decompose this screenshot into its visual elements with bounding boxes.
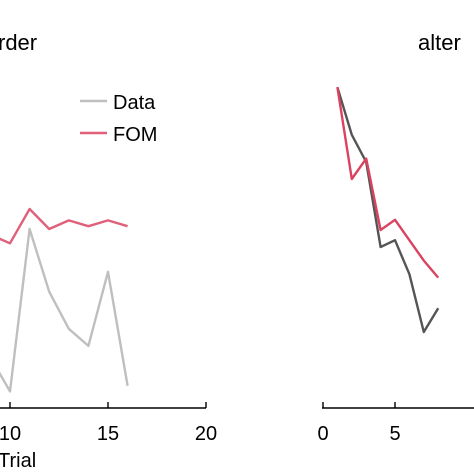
legend: Data FOM [80, 92, 157, 146]
series-line-series-0 [336, 86, 440, 334]
x-tick-label: 0 [317, 423, 328, 445]
x-tick-label: 20 [195, 423, 217, 445]
legend-label-data: Data [113, 92, 156, 114]
left-x-axis-label: Trial [0, 450, 36, 472]
right-series-lines [336, 86, 440, 334]
x-tick-label: 10 [0, 423, 21, 445]
left-panel: rder 10 15 20 Trial Data FOM [0, 30, 217, 472]
x-tick-label: 5 [389, 423, 400, 445]
left-x-ticks: 10 15 20 [0, 402, 217, 445]
left-series-lines [0, 207, 129, 393]
right-chart-title: alter [418, 30, 461, 55]
x-tick-label: 15 [97, 423, 119, 445]
series-line-fom [0, 207, 128, 245]
left-chart-title: rder [0, 30, 37, 55]
series-line-series-1 [336, 87, 440, 279]
series-line-data [0, 227, 129, 393]
legend-label-fom: FOM [113, 124, 157, 146]
